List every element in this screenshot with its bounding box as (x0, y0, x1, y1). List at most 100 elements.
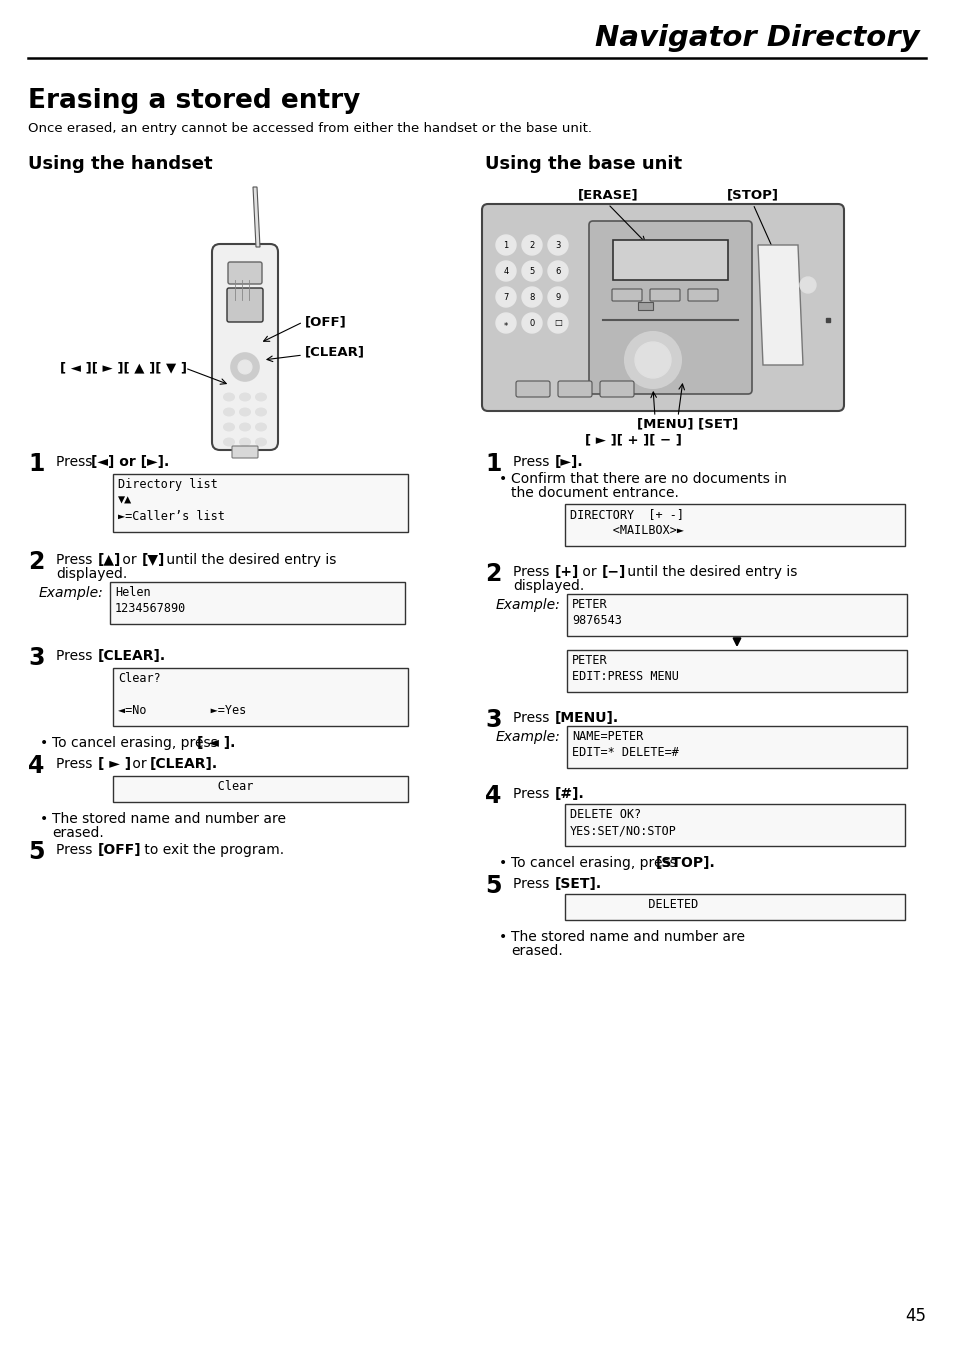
Text: [CLEAR].: [CLEAR]. (98, 648, 166, 663)
Circle shape (547, 262, 567, 280)
Text: 6: 6 (555, 267, 560, 275)
Text: [SET].: [SET]. (555, 878, 601, 891)
FancyBboxPatch shape (227, 288, 263, 322)
FancyBboxPatch shape (638, 302, 652, 310)
Text: [−]: [−] (601, 565, 626, 580)
Text: displayed.: displayed. (513, 580, 583, 593)
Ellipse shape (223, 438, 234, 446)
Text: 45: 45 (904, 1308, 925, 1325)
FancyBboxPatch shape (564, 803, 904, 847)
Circle shape (624, 332, 680, 388)
Text: [CLEAR].: [CLEAR]. (150, 758, 218, 771)
Ellipse shape (223, 423, 234, 431)
Text: •: • (498, 472, 507, 487)
FancyBboxPatch shape (564, 504, 904, 546)
Text: erased.: erased. (52, 826, 104, 840)
Text: Press: Press (56, 456, 96, 469)
Text: the document entrance.: the document entrance. (511, 487, 679, 500)
Text: [ ◄ ][ ► ][ ▲ ][ ▼ ]: [ ◄ ][ ► ][ ▲ ][ ▼ ] (60, 361, 187, 375)
Text: Using the base unit: Using the base unit (484, 155, 681, 173)
Ellipse shape (239, 394, 251, 400)
Text: [+]: [+] (555, 565, 578, 580)
Circle shape (547, 287, 567, 307)
Circle shape (237, 360, 252, 373)
Text: 8: 8 (529, 293, 534, 302)
Text: DELETE OK?: DELETE OK? (569, 807, 640, 821)
Text: NAME=PETER: NAME=PETER (572, 731, 642, 743)
Text: Press: Press (56, 758, 96, 771)
Text: Helen: Helen (115, 586, 151, 599)
Text: 3: 3 (555, 240, 560, 249)
Circle shape (521, 287, 541, 307)
Ellipse shape (255, 423, 266, 431)
Text: displayed.: displayed. (56, 568, 127, 581)
Text: The stored name and number are: The stored name and number are (52, 811, 286, 826)
Text: Press: Press (513, 456, 553, 469)
Text: Confirm that there are no documents in: Confirm that there are no documents in (511, 472, 786, 487)
Text: Using the handset: Using the handset (28, 155, 213, 173)
FancyBboxPatch shape (232, 446, 257, 458)
Text: [#].: [#]. (555, 787, 584, 801)
Circle shape (635, 342, 670, 377)
Text: 2: 2 (28, 550, 45, 574)
Ellipse shape (255, 394, 266, 400)
Text: 1234567890: 1234567890 (115, 603, 186, 615)
Text: Navigator Directory: Navigator Directory (595, 24, 919, 53)
Text: PETER: PETER (572, 599, 607, 611)
Text: Press: Press (513, 878, 553, 891)
Text: to exit the program.: to exit the program. (140, 842, 284, 857)
Text: ◄=No         ►=Yes: ◄=No ►=Yes (118, 704, 246, 717)
Text: [MENU] [SET]: [MENU] [SET] (637, 417, 738, 430)
Text: Press: Press (513, 565, 553, 580)
Text: Press: Press (513, 710, 553, 725)
Circle shape (547, 313, 567, 333)
Text: [ ► ][ + ][ − ]: [ ► ][ + ][ − ] (584, 433, 680, 446)
Text: Clear?: Clear? (118, 673, 161, 685)
FancyBboxPatch shape (112, 474, 408, 532)
Circle shape (521, 313, 541, 333)
FancyBboxPatch shape (110, 582, 405, 624)
Text: •: • (40, 811, 49, 826)
Text: 9: 9 (555, 293, 560, 302)
Text: Press: Press (56, 842, 96, 857)
Text: [STOP]: [STOP] (726, 187, 779, 201)
Circle shape (496, 313, 516, 333)
Text: until the desired entry is: until the desired entry is (162, 553, 336, 568)
Text: Press: Press (56, 553, 96, 568)
Text: [ ► ]: [ ► ] (98, 758, 131, 771)
Ellipse shape (223, 394, 234, 400)
FancyBboxPatch shape (687, 288, 718, 301)
Text: 7: 7 (503, 293, 508, 302)
Circle shape (521, 235, 541, 255)
Text: Erasing a stored entry: Erasing a stored entry (28, 88, 360, 115)
Text: [ ◄ ].: [ ◄ ]. (196, 736, 235, 749)
Text: 0: 0 (529, 318, 534, 328)
FancyBboxPatch shape (566, 594, 906, 636)
Text: or: or (578, 565, 600, 580)
Text: 3: 3 (28, 646, 45, 670)
Circle shape (496, 287, 516, 307)
FancyBboxPatch shape (228, 262, 262, 284)
Text: Example:: Example: (495, 599, 559, 612)
Text: 5: 5 (28, 840, 45, 864)
Text: 4: 4 (484, 785, 501, 807)
Text: Press: Press (513, 787, 553, 801)
Text: 5: 5 (484, 874, 501, 898)
Text: 5: 5 (529, 267, 534, 275)
Circle shape (521, 262, 541, 280)
FancyBboxPatch shape (566, 727, 906, 768)
FancyBboxPatch shape (613, 240, 727, 280)
FancyBboxPatch shape (599, 381, 634, 398)
Text: □: □ (554, 318, 561, 328)
Text: To cancel erasing, press: To cancel erasing, press (52, 736, 222, 749)
Text: [MENU].: [MENU]. (555, 710, 618, 725)
Text: 1: 1 (484, 452, 501, 476)
Text: DIRECTORY  [+ -]: DIRECTORY [+ -] (569, 508, 683, 520)
FancyBboxPatch shape (212, 244, 277, 450)
Text: until the desired entry is: until the desired entry is (622, 565, 797, 580)
Polygon shape (253, 187, 260, 247)
Ellipse shape (223, 408, 234, 417)
Text: [OFF]: [OFF] (305, 315, 346, 329)
Text: [ERASE]: [ERASE] (578, 187, 638, 201)
Text: ►=Caller’s list: ►=Caller’s list (118, 510, 225, 523)
